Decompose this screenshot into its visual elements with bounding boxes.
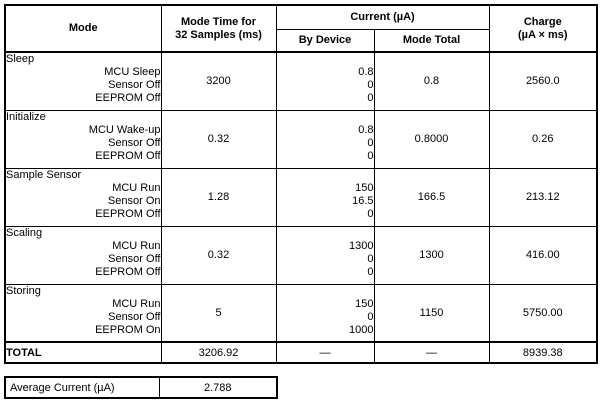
by-device-value: 1300 [349,239,374,252]
average-current-label: Average Current (µA) [4,376,160,399]
by-device-value: 0 [367,92,374,104]
mode-cell: Scaling MCU Run Sensor Off EEPROM Off [4,225,162,285]
header-mode: Mode [4,4,162,53]
header-current: Current (µA) [275,4,490,30]
header-charge-line1: Charge [523,15,562,28]
device-label: EEPROM Off [95,207,161,220]
mode-time-cell: 1.28 [160,167,277,227]
device-label: EEPROM Off [95,265,161,278]
mode-time-cell: 0.32 [160,225,277,285]
header-mode-total: Mode Total [373,28,490,53]
device-label: MCU Run [112,297,161,310]
mode-name: Sample Sensor [6,168,82,181]
by-device-value: 0 [367,136,374,149]
by-device-cell: 150 0 1000 [275,283,375,343]
mode-row-sample-sensor: Sample Sensor MCU Run Sensor On EEPROM O… [4,167,598,227]
by-device-value: 0.8 [358,66,374,78]
device-label: Sensor Off [108,79,161,91]
charge-cell: 213.12 [488,167,598,227]
mode-total-cell: 166.5 [373,167,490,227]
total-label: TOTAL [4,341,162,364]
device-label: MCU Wake-up [88,123,161,136]
total-time: 3206.92 [160,341,277,364]
header-by-device: By Device [275,28,375,53]
by-device-value: 0 [367,79,374,91]
device-label: EEPROM On [95,323,161,336]
mode-cell: Sleep MCU Sleep Sensor Off EEPROM Off [4,51,162,111]
device-label: MCU Sleep [104,66,161,78]
charge-cell: 2560.0 [488,51,598,111]
by-device-cell: 0.8 0 0 [275,109,375,169]
mode-name: Initialize [6,110,46,123]
by-device-value: 1000 [349,323,374,336]
average-current-row: Average Current (µA) 2.788 [4,376,278,399]
by-device-value: 0 [367,265,374,278]
by-device-cell: 0.8 0 0 [275,51,375,111]
device-label: Sensor On [107,194,161,207]
total-charge: 8939.38 [488,341,598,364]
mode-cell: Sample Sensor MCU Run Sensor On EEPROM O… [4,167,162,227]
mode-row-scaling: Scaling MCU Run Sensor Off EEPROM Off 0.… [4,225,598,285]
device-label: EEPROM Off [95,92,161,104]
header-mode-time-line2: 32 Samples (ms) [175,28,262,41]
device-label: Sensor Off [108,252,161,265]
total-row: TOTAL 3206.92 — — 8939.38 [4,341,598,364]
device-label: MCU Run [112,181,161,194]
mode-total-cell: 0.8 [373,51,490,111]
mode-time-cell: 5 [160,283,277,343]
by-device-value: 0 [367,207,374,220]
mode-time-cell: 0.32 [160,109,277,169]
average-current-table: Average Current (µA) 2.788 [4,376,278,399]
mode-time-cell: 3200 [160,51,277,111]
by-device-value: 16.5 [352,194,374,207]
header-mode-time: Mode Time for 32 Samples (ms) [160,4,277,53]
power-mode-table: Mode Mode Time for 32 Samples (ms) Curre… [4,4,599,364]
by-device-value: 150 [355,181,374,194]
mode-name: Sleep [6,53,35,65]
mode-cell: Initialize MCU Wake-up Sensor Off EEPROM… [4,109,162,169]
device-label: EEPROM Off [95,149,161,162]
device-label: Sensor Off [108,136,161,149]
header-mode-time-line1: Mode Time for [181,15,256,28]
mode-row-initialize: Initialize MCU Wake-up Sensor Off EEPROM… [4,109,598,169]
device-label: MCU Run [112,239,161,252]
total-by-device-dash: — [275,341,375,364]
mode-row-storing: Storing MCU Run Sensor Off EEPROM On 5 1… [4,283,598,343]
header-charge-line2: (µA × ms) [517,28,568,41]
average-current-value: 2.788 [158,376,278,399]
charge-cell: 0.26 [488,109,598,169]
mode-name: Storing [6,284,41,297]
mode-total-cell: 0.8000 [373,109,490,169]
by-device-value: 150 [355,297,374,310]
by-device-value: 0 [367,149,374,162]
mode-row-sleep: Sleep MCU Sleep Sensor Off EEPROM Off 32… [4,51,598,111]
total-mode-total-dash: — [373,341,490,364]
by-device-value: 0 [367,310,374,323]
mode-total-cell: 1150 [373,283,490,343]
mode-cell: Storing MCU Run Sensor Off EEPROM On [4,283,162,343]
mode-name: Scaling [6,226,43,239]
mode-total-cell: 1300 [373,225,490,285]
charge-cell: 5750.00 [488,283,598,343]
by-device-cell: 150 16.5 0 [275,167,375,227]
by-device-value: 0.8 [358,123,374,136]
by-device-value: 0 [367,252,374,265]
by-device-cell: 1300 0 0 [275,225,375,285]
charge-cell: 416.00 [488,225,598,285]
header-charge: Charge (µA × ms) [488,4,598,53]
device-label: Sensor Off [108,310,161,323]
